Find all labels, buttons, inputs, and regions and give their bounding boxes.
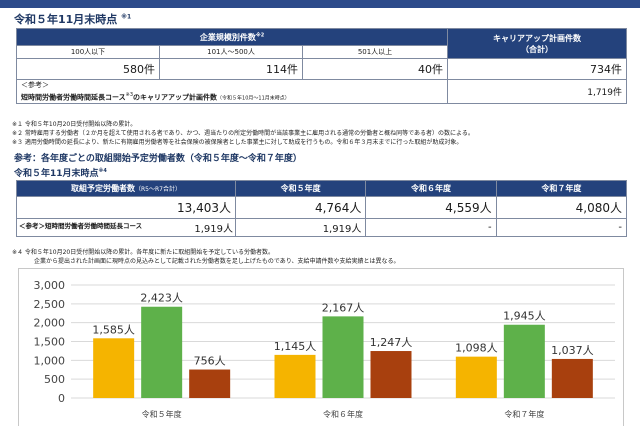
col-header: 令和５年度 [234,180,367,197]
bar [455,356,497,398]
y-tick-label: 2,000 [34,317,66,330]
bar [551,358,593,398]
col-header: 令和７年度 [495,180,628,197]
page-title: 令和５年11月末時点 ※1 [14,13,132,26]
bar [322,316,364,398]
col-header: 令和６年度 [365,180,497,197]
year-cell: 4,764人 [234,196,367,219]
section-subtitle: 令和５年11月末時点※4 [14,168,107,179]
count-cell: 40件 [302,58,448,80]
data-label: 1,247人 [370,336,413,349]
footnote: ※３ 適用労働時間の延長により、新たに有期雇用労働者等を社会保険の被保険者とした… [12,139,463,146]
data-label: 1,098人 [455,342,498,355]
bar [141,306,183,398]
plan-count-table: 企業規模別件数※2 キャリアアップ計画件数 （合計） 100人以下 101人～5… [16,28,627,105]
data-label: 1,585人 [92,323,135,336]
x-category-label: 令和７年度 [504,409,544,419]
bar-chart: 0 500 1,000 1,500 2,000 2,500 3,000 1,585人 2,423… [34,279,615,419]
footnote: ※４ 令和５年10月20日受付開始以降の累計。各年度に新たに取組開始を予定してい… [12,249,275,256]
y-tick-label: 1,500 [34,336,66,349]
y-tick-label: 0 [58,392,65,405]
col-header: 101人～500人 [159,45,303,59]
x-category-label: 令和６年度 [323,409,363,419]
count-cell: 114件 [159,58,303,80]
bar [274,354,316,398]
x-category-label: 令和５年度 [142,409,182,419]
year-cell: 1,919人 [234,218,367,237]
year-cell: 4,559人 [365,196,497,219]
bar [370,351,412,398]
col-header: 501人以上 [302,45,448,59]
col-header: 取組予定労働者数（R5～R7合計） [16,180,236,197]
count-cell: 580件 [16,58,160,80]
total-cell: 13,403人 [16,196,236,219]
footnote: ※１ 令和５年10月20日受付開始以降の累計。 [12,121,137,128]
total-cell: 734件 [447,58,627,80]
data-label: 2,423人 [140,292,183,305]
chart-frame: 0 500 1,000 1,500 2,000 2,500 3,000 1,585人 2,423… [18,268,624,426]
section-title: 参考：各年度ごとの取組開始予定労働者数（令和５年度～令和７年度） [14,154,302,164]
reference-row: ＜参考＞短時間労働者労働時間延長コース 1,919人 [16,218,236,237]
y-tick-label: 1,000 [34,354,66,367]
reference-label: ＜参考＞ 短時間労働者労働時間延長コース※3のキャリアアップ計画件数（令和５年1… [16,78,448,105]
data-label: 1,037人 [551,344,594,357]
data-label: 2,167人 [322,301,365,314]
reference-value: 1,719件 [447,78,627,105]
y-tick-label: 2,500 [34,298,66,311]
bar [503,324,545,398]
footnote: ※２ 常時雇用する労働者（２か月を超えて使用される者であり、かつ、週当たりの所定… [12,130,474,137]
top-banner [0,0,640,8]
year-cell: 4,080人 [495,196,628,219]
data-label: 1,145人 [274,340,317,353]
bar [93,338,135,398]
col-header: 100人以下 [16,45,160,59]
workers-table: 取組予定労働者数（R5～R7合計） 令和５年度 令和６年度 令和７年度 13,4… [16,180,628,237]
total-header: キャリアアップ計画件数 （合計） [447,28,627,59]
bar [189,369,231,398]
data-label: 756人 [194,355,226,368]
y-tick-label: 500 [44,373,65,386]
footnote: 企業から提出された計画面に現時点の見込みとして記載された労働者数を足し上げたもの… [34,258,400,265]
data-label: 1,945人 [503,310,546,323]
year-cell: - [365,218,497,237]
y-tick-label: 3,000 [34,279,66,292]
group-header: 企業規模別件数 [199,32,256,42]
year-cell: - [495,218,628,237]
